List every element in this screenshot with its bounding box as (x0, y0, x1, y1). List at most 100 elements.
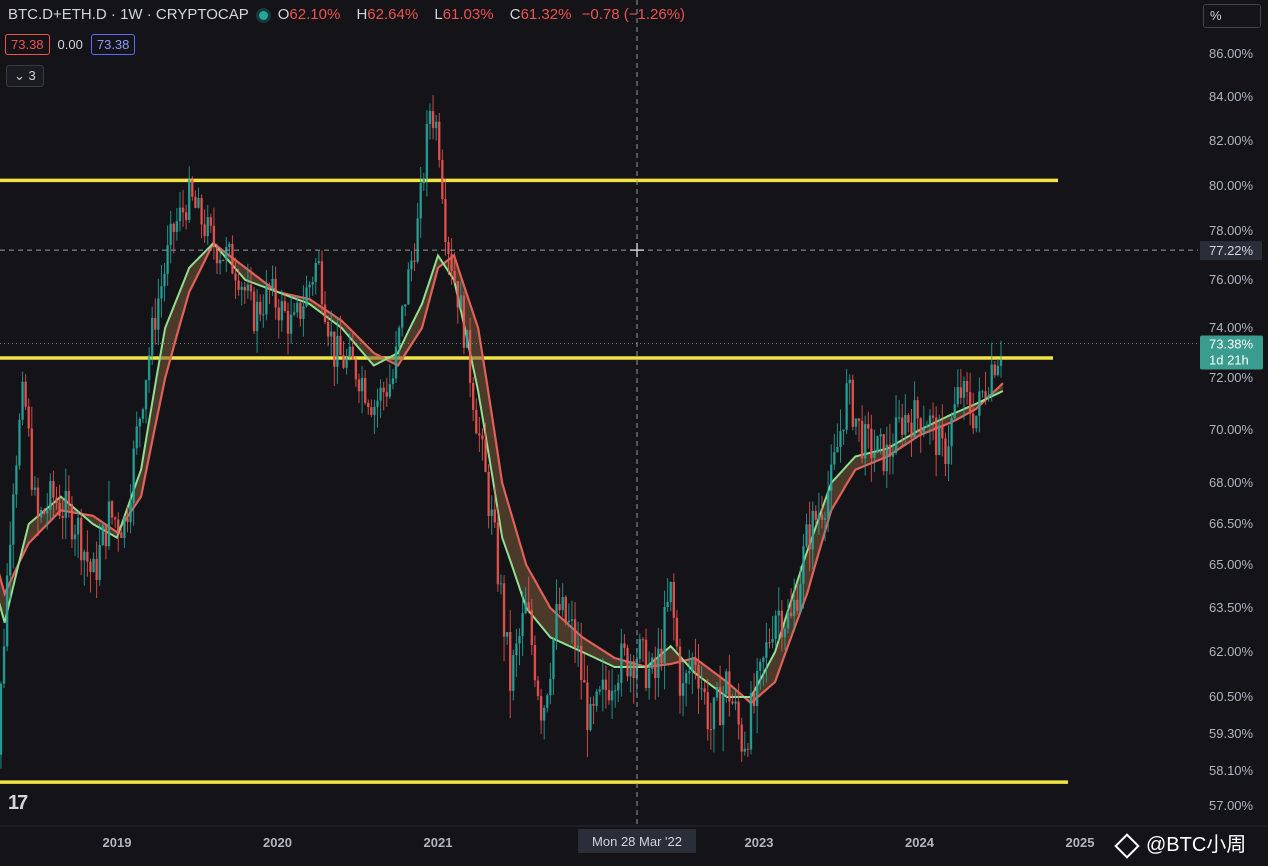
y-tick-label: 76.00% (1209, 272, 1254, 287)
candle (533, 644, 537, 681)
candle (308, 284, 311, 288)
candle (493, 509, 496, 523)
candle (330, 331, 333, 337)
candle (404, 304, 407, 307)
crosshair-time-text: Mon 28 Mar '22 (592, 834, 682, 849)
indicator-values: 73.38 0.00 73.38 (5, 34, 136, 55)
candle (669, 581, 672, 603)
candle (354, 359, 358, 380)
candle (302, 306, 305, 319)
candle (206, 217, 209, 237)
ohlc-close: C61.32% (509, 6, 572, 23)
candle (249, 284, 253, 292)
candle (462, 295, 466, 348)
candle (55, 497, 58, 504)
indicators-collapse-button[interactable]: ⌄ 3 (6, 65, 44, 87)
candle (320, 261, 324, 305)
candle (12, 494, 15, 545)
candle (200, 198, 203, 225)
candle (518, 636, 521, 644)
symbol-title[interactable]: BTC.D+ETH.D · 1W · CRYPTOCAP (8, 6, 249, 23)
candle (265, 285, 268, 315)
candle (268, 285, 271, 289)
candle (110, 501, 114, 518)
candle (817, 514, 821, 520)
candle (271, 278, 274, 289)
candle (221, 259, 225, 261)
ohlc-change: −0.78 (−1.26%) (581, 6, 686, 23)
candle (888, 444, 892, 457)
candle (894, 417, 898, 453)
candle (259, 301, 262, 315)
candle (382, 387, 385, 393)
candle (913, 400, 916, 438)
candle (490, 509, 493, 517)
candle (675, 617, 679, 647)
candle (197, 198, 200, 208)
candle (848, 379, 851, 384)
candle (996, 365, 1000, 376)
candle (18, 419, 21, 466)
candle (808, 524, 811, 550)
candle (64, 490, 67, 518)
candle (376, 400, 379, 407)
candle (580, 645, 583, 681)
candle (49, 481, 52, 510)
candle (181, 207, 185, 213)
candle (447, 241, 450, 255)
candle (839, 431, 842, 447)
candle (555, 603, 558, 640)
candle (397, 327, 401, 347)
candle (805, 524, 808, 547)
x-tick-label: 2021 (424, 835, 453, 850)
candle (863, 424, 867, 459)
candle (453, 270, 456, 282)
candle (117, 519, 120, 533)
candle (280, 301, 284, 321)
candle (527, 602, 530, 611)
candle (740, 724, 743, 752)
candle (237, 280, 240, 290)
candle (166, 245, 169, 274)
y-tick-label: 84.00% (1209, 89, 1254, 104)
candle (981, 391, 984, 393)
candle (444, 199, 447, 242)
candle (292, 312, 296, 315)
candle (311, 281, 314, 285)
candle (175, 221, 179, 232)
candle (191, 179, 194, 197)
candle (623, 643, 626, 648)
candle (907, 414, 910, 423)
candle (255, 301, 259, 332)
ohlc-high: H62.64% (356, 6, 419, 23)
candle (746, 748, 750, 750)
candle (468, 330, 472, 383)
candle (715, 686, 719, 698)
candle (487, 471, 490, 517)
candle (999, 359, 1003, 366)
candle (225, 246, 228, 260)
candle (814, 510, 817, 520)
candle (660, 648, 663, 664)
candle (542, 707, 546, 721)
candle (595, 691, 598, 706)
scale-mode-button[interactable]: % (1203, 4, 1261, 28)
candle (978, 391, 981, 416)
candle (731, 701, 734, 704)
candle (407, 269, 410, 305)
candle (296, 302, 299, 313)
y-tick-label: 86.00% (1209, 46, 1254, 61)
candle (959, 387, 963, 398)
candle (641, 639, 645, 641)
ma-fast-line (0, 241, 1004, 698)
candle (549, 678, 552, 696)
candle (718, 686, 722, 726)
y-tick-label: 58.10% (1209, 763, 1254, 778)
candle (339, 335, 342, 356)
last-price-label (1200, 335, 1263, 370)
candle (990, 364, 993, 395)
candle (419, 183, 422, 219)
candle (629, 661, 632, 677)
candle (620, 643, 623, 683)
